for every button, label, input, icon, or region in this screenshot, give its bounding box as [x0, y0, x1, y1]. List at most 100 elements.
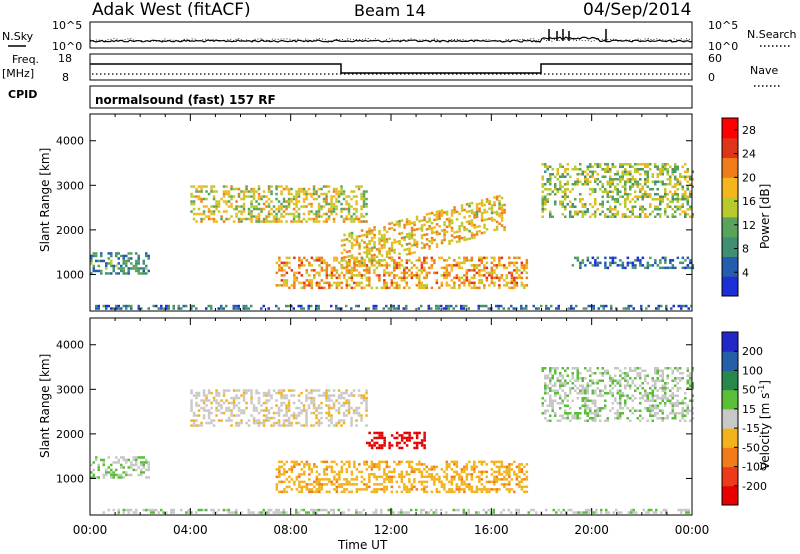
data-cell: [313, 490, 316, 494]
data-cell: [350, 416, 353, 420]
data-cell: [265, 414, 268, 417]
data-cell: [355, 478, 359, 481]
data-cell: [267, 409, 271, 412]
data-cell: [561, 195, 564, 198]
data-cell: [671, 170, 674, 173]
data-cell: [629, 384, 632, 387]
data-cell: [285, 485, 289, 489]
data-cell: [383, 243, 386, 247]
data-cell: [267, 205, 271, 208]
data-cell: [468, 281, 471, 285]
data-cell: [382, 307, 385, 310]
data-cell: [212, 396, 216, 400]
data-cell: [393, 223, 396, 227]
data-cell: [195, 195, 198, 198]
data-cell: [135, 463, 138, 467]
data-cell: [333, 470, 336, 474]
data-cell: [147, 508, 150, 512]
data-cell: [460, 281, 464, 285]
data-cell: [350, 205, 353, 208]
data-cell: [135, 508, 138, 512]
data-cell: [503, 465, 506, 469]
data-cell: [420, 511, 423, 514]
data-cell: [605, 511, 608, 514]
data-cell: [569, 200, 572, 203]
data-cell: [686, 264, 690, 267]
data-cell: [285, 264, 289, 267]
data-cell: [646, 193, 649, 196]
data-cell: [355, 195, 358, 198]
data-cell: [541, 215, 544, 218]
data-cell: [350, 246, 354, 250]
data-cell: [614, 379, 617, 382]
colorbar-tick-label: -50: [742, 441, 760, 454]
data-cell: [458, 212, 461, 215]
data-cell: [408, 235, 411, 238]
data-cell: [571, 387, 574, 390]
data-cell: [616, 412, 619, 415]
data-cell: [350, 217, 353, 221]
data-cell: [453, 211, 456, 214]
data-cell: [325, 202, 328, 206]
data-cell: [155, 508, 158, 512]
data-cell: [222, 192, 226, 196]
data-cell: [398, 434, 401, 437]
data-cell: [651, 407, 654, 410]
data-cell: [420, 473, 424, 476]
data-cell: [609, 205, 612, 208]
data-cell: [659, 168, 662, 171]
data-cell: [328, 286, 331, 290]
data-cell: [285, 271, 289, 275]
data-cell: [425, 480, 429, 484]
data-cell: [679, 198, 682, 201]
data-cell: [147, 307, 150, 310]
data-cell: [656, 397, 659, 400]
data-cell: [262, 190, 266, 193]
data-cell: [192, 195, 196, 198]
data-cell: [440, 485, 444, 489]
data-cell: [596, 379, 599, 382]
data-cell: [669, 178, 672, 181]
data-cell: [235, 394, 238, 397]
data-cell: [328, 465, 331, 469]
data-cell: [280, 266, 284, 270]
data-cell: [292, 307, 295, 310]
data-cell: [423, 284, 426, 287]
data-cell: [230, 401, 233, 405]
data-cell: [624, 377, 627, 380]
data-cell: [317, 424, 321, 427]
data-cell: [383, 470, 386, 474]
data-cell: [362, 202, 366, 206]
data-cell: [626, 178, 629, 181]
data-cell: [594, 399, 597, 402]
station-title: Adak West (fitACF): [92, 0, 251, 20]
data-cell: [626, 407, 629, 410]
data-cell: [265, 217, 268, 221]
data-cell: [318, 478, 321, 481]
data-cell: [287, 421, 291, 425]
data-cell: [465, 478, 469, 481]
data-cell: [584, 377, 587, 380]
data-cell: [355, 264, 359, 267]
data-cell: [335, 200, 338, 203]
data-cell: [368, 444, 371, 447]
data-cell: [624, 200, 627, 203]
data-cell: [654, 205, 657, 208]
data-cell: [385, 284, 389, 287]
data-cell: [380, 236, 384, 240]
data-cell: [373, 246, 376, 249]
data-cell: [305, 414, 308, 417]
data-cell: [275, 468, 279, 471]
data-cell: [591, 173, 594, 176]
data-cell: [674, 165, 677, 168]
x-tick-label: 12:00: [374, 523, 409, 537]
data-cell: [358, 262, 361, 265]
data-cell: [661, 417, 664, 420]
data-cell: [365, 483, 369, 486]
data-cell: [676, 188, 679, 191]
data-cell: [327, 215, 331, 218]
data-cell: [544, 203, 547, 206]
data-cell: [581, 379, 584, 382]
data-cell: [270, 424, 273, 427]
data-cell: [283, 279, 286, 282]
